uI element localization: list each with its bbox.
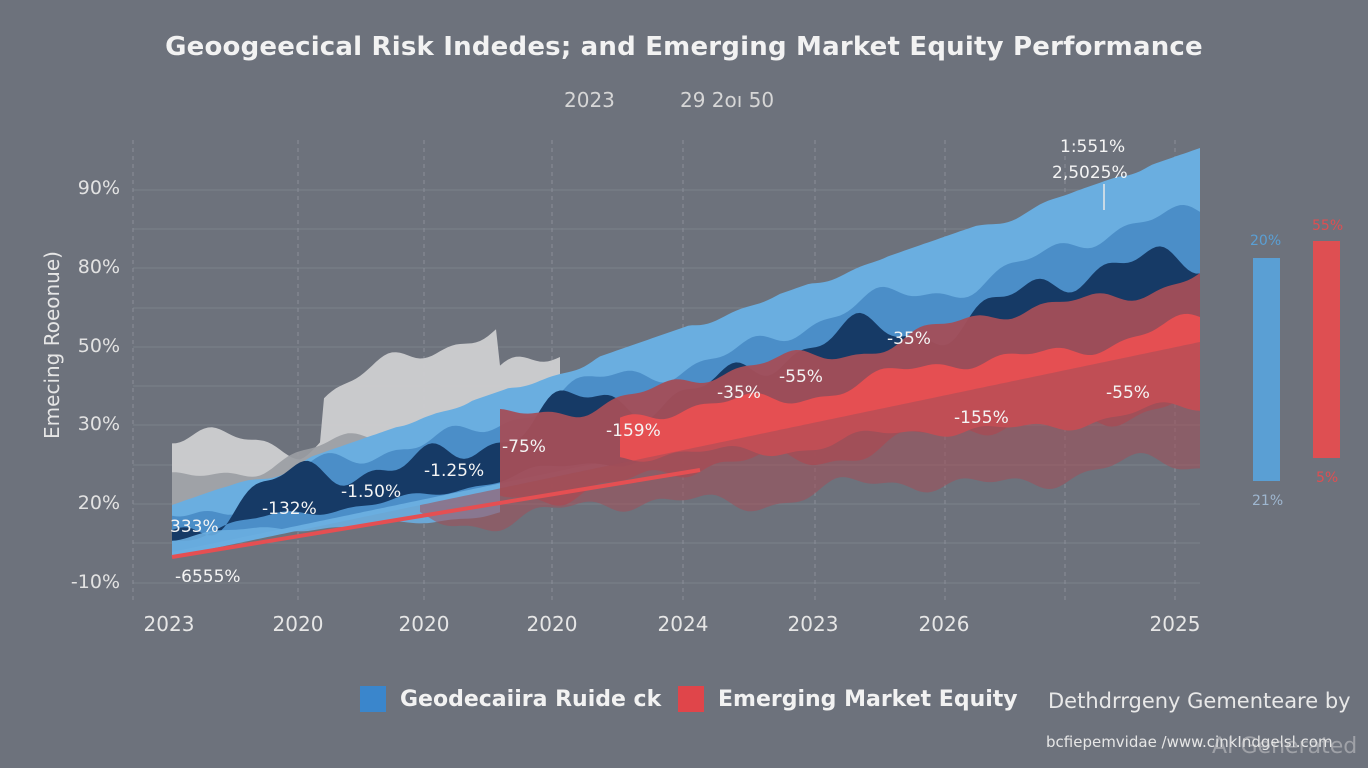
data-label: -35% — [887, 329, 931, 349]
y-tick-label: 20% — [77, 492, 120, 514]
chart-title: Geoogeecical Risk Indedes; and Emerging … — [165, 32, 1203, 62]
area-gray-light — [172, 329, 560, 505]
x-tick-label: 2020 — [272, 612, 324, 636]
legend-swatch-risk — [360, 686, 386, 712]
data-label: -35% — [717, 383, 761, 403]
legend-label: Emerging Market Equity — [718, 686, 1018, 712]
legend-item-risk[interactable]: Geodecaiira Ruide ck — [360, 686, 661, 712]
side-bar-equity — [1313, 241, 1340, 458]
source-url: bcfiepemvidae /www.cinkIndgelsl.com — [1046, 733, 1333, 751]
y-tick-label: -10% — [70, 571, 120, 593]
data-label: -1.25% — [424, 461, 484, 481]
legend-label: Geodecaiira Ruide ck — [400, 686, 662, 712]
x-tick-label: 2025 — [1149, 612, 1201, 636]
legend-item-equity[interactable]: Emerging Market Equity — [678, 686, 1018, 712]
x-tick-label: 2024 — [657, 612, 709, 636]
data-label: -132% — [262, 499, 317, 519]
side-bar-top-label: 55% — [1312, 218, 1343, 234]
data-label: -75% — [502, 437, 546, 457]
side-bar-top-label: 20% — [1250, 233, 1281, 249]
data-label: -6555% — [175, 567, 241, 587]
side-bar-bottom-label: 21% — [1252, 493, 1283, 509]
data-label: -55% — [1106, 383, 1150, 403]
credit-text: Dethdrrgeny Gementeare by — [1048, 689, 1351, 713]
data-label: 333% — [170, 517, 219, 537]
data-label: -55% — [779, 367, 823, 387]
y-tick-label: 90% — [77, 177, 120, 199]
x-tick-label: 2020 — [398, 612, 450, 636]
equity-trend-line — [171, 468, 701, 559]
x-tick-label: 2020 — [526, 612, 578, 636]
x-tick-label: 2026 — [918, 612, 970, 636]
data-label: -159% — [606, 421, 661, 441]
subtitle-right: 29 2oı 50 — [680, 88, 775, 112]
x-tick-label: 2023 — [143, 612, 195, 636]
annotation-layer: 333% -132% -1.50% -1.25% -75% -159% -35% -55% -3… — [170, 137, 1150, 587]
side-bar-bottom-label: 5% — [1316, 470, 1338, 486]
side-bar-risk — [1253, 258, 1280, 481]
data-label: 2,5025% — [1052, 163, 1128, 183]
x-tick-label: 2023 — [787, 612, 839, 636]
area-layers — [171, 148, 1200, 559]
legend-swatch-equity — [678, 686, 704, 712]
y-tick-label: 30% — [77, 413, 120, 435]
data-label: -155% — [954, 408, 1009, 428]
data-label: -1.50% — [341, 482, 401, 502]
y-tick-label: 80% — [77, 256, 120, 278]
watermark: AI Generated — [1212, 734, 1358, 759]
data-label: 1:551% — [1060, 137, 1125, 157]
side-bars: 20% 21% 55% 5% — [1250, 218, 1343, 509]
subtitle-left: 2023 — [564, 88, 615, 112]
y-tick-label: 50% — [77, 335, 120, 357]
area-risk-strip — [172, 486, 500, 555]
